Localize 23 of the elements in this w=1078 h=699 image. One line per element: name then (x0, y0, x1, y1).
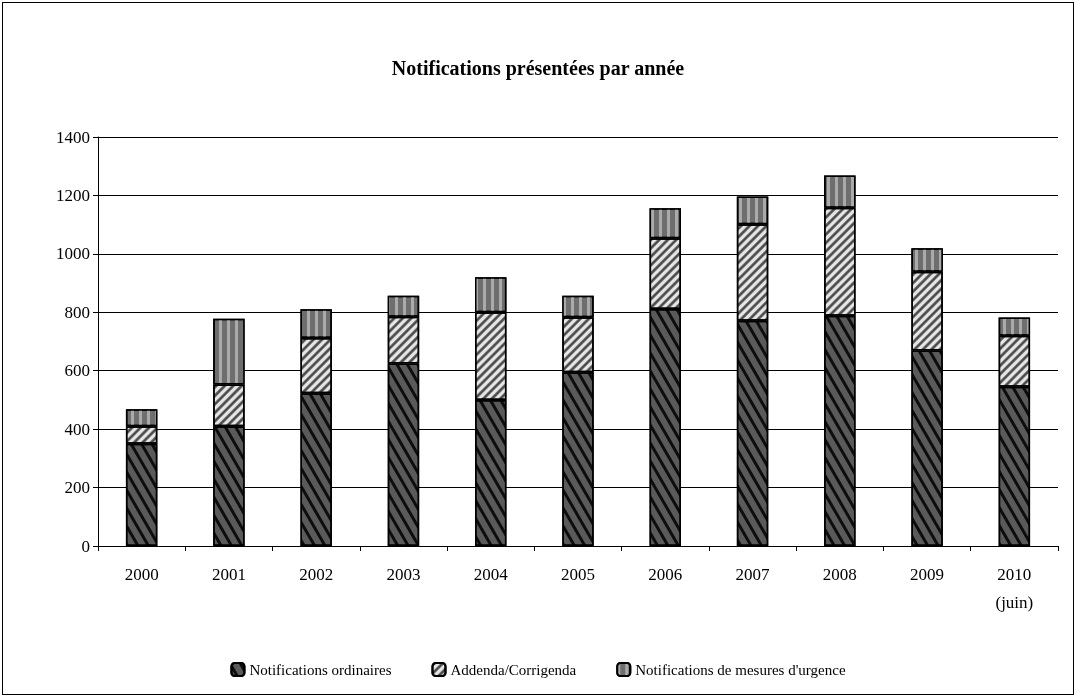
x-tick-label: 2004 (473, 564, 509, 584)
x-tick-label: 2007 (735, 564, 771, 584)
y-tick-label: 400 (64, 419, 90, 439)
x-tick-label: 2002 (299, 564, 334, 584)
y-tick-label: 600 (64, 361, 90, 381)
x-tick-label: 2003 (386, 564, 421, 584)
x-tick-label: 2005 (561, 564, 595, 584)
x-tick-label: 2008 (822, 564, 857, 584)
x-tick-label: 2000 (124, 564, 159, 584)
x-tick-label: 2009 (910, 564, 945, 584)
y-tick-label: 1400 (56, 127, 90, 147)
legend-label: Notifications de mesures d'urgence (635, 661, 846, 678)
chart-title: Notifications présentées par année (391, 57, 685, 80)
x-tick-label: 2006 (648, 564, 683, 584)
y-tick-label: 200 (64, 478, 90, 498)
y-tick-label: 1000 (56, 244, 90, 264)
y-tick-label: 0 (81, 536, 90, 556)
y-tick-label: 1200 (56, 185, 90, 205)
x-tick-label: 2010 (juin) (995, 564, 1034, 612)
x-tick-label: 2001 (211, 564, 246, 584)
y-tick-label: 800 (64, 302, 90, 322)
legend-label: Notifications ordinaires (249, 661, 392, 678)
legend-label: Addenda/Corrigenda (450, 661, 577, 678)
